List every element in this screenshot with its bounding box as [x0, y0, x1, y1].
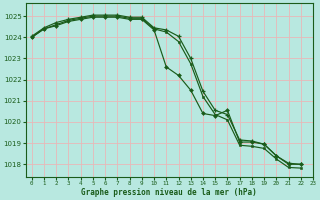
X-axis label: Graphe pression niveau de la mer (hPa): Graphe pression niveau de la mer (hPa) [82, 188, 257, 197]
